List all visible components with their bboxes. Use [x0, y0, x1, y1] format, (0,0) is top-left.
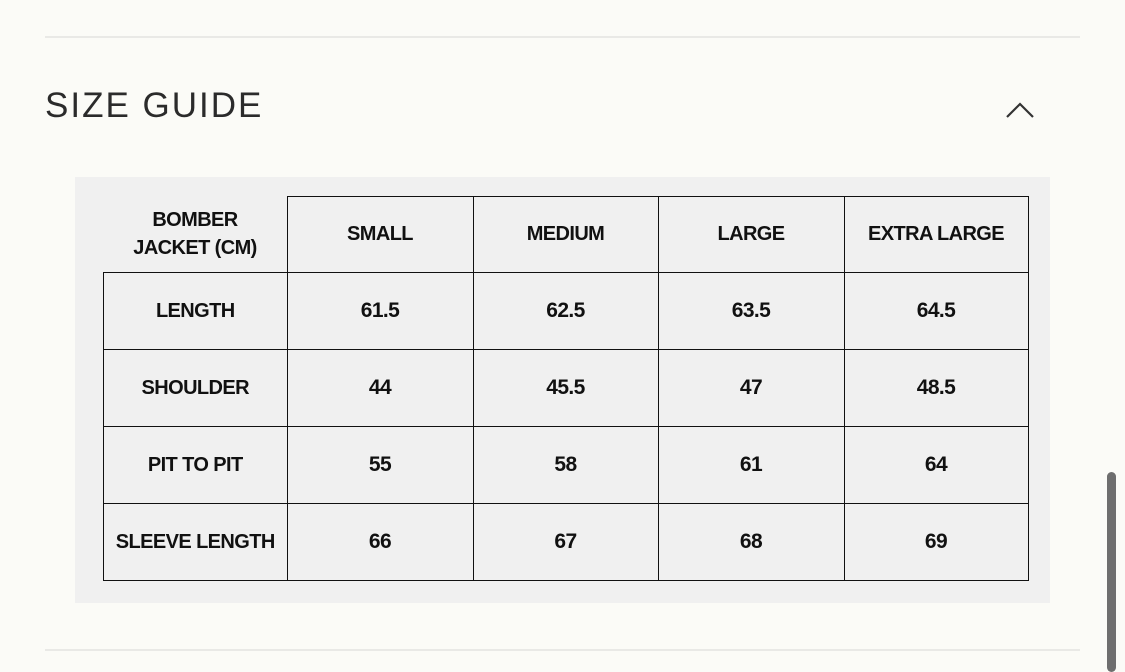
cell: 58 [472, 426, 659, 504]
header-row: BOMBER JACKET (CM) SMALL MEDIUM LARGE EXTRA … [103, 196, 1029, 273]
cell: 69 [843, 503, 1029, 581]
cell: 55 [286, 426, 474, 504]
cell: 67 [472, 503, 659, 581]
divider [45, 649, 1080, 651]
table-row: SHOULDER 44 45.5 47 48.5 [103, 349, 1029, 427]
cell: 62.5 [472, 272, 659, 350]
header-text: BOMBER JACKET (CM) [133, 209, 257, 260]
row-header: LENGTH [103, 272, 288, 350]
cell: 64 [843, 426, 1029, 504]
cell: 48.5 [843, 349, 1029, 427]
cell: 64.5 [843, 272, 1029, 350]
collapse-toggle[interactable] [1004, 100, 1036, 120]
row-header: PIT TO PIT [103, 426, 288, 504]
column-header: LARGE [657, 196, 845, 273]
corner-header: BOMBER JACKET (CM) [103, 196, 288, 273]
column-header: SMALL [286, 196, 474, 273]
cell: 68 [657, 503, 845, 581]
cell: 61 [657, 426, 845, 504]
chevron-icon [1006, 102, 1034, 118]
scrollbar[interactable] [1107, 472, 1116, 672]
section-title: SIZE GUIDE [45, 86, 264, 125]
column-header: EXTRA LARGE [843, 196, 1029, 273]
divider [45, 36, 1080, 38]
cell: 45.5 [472, 349, 659, 427]
cell: 63.5 [657, 272, 845, 350]
cell: 61.5 [286, 272, 474, 350]
cell: 44 [286, 349, 474, 427]
table-row: SLEEVE LENGTH 66 67 68 69 [103, 503, 1029, 581]
cell: 47 [657, 349, 845, 427]
size-chart-panel: BOMBER JACKET (CM) SMALL MEDIUM LARGE EXTRA … [75, 177, 1050, 603]
cell: 66 [286, 503, 474, 581]
size-table: BOMBER JACKET (CM) SMALL MEDIUM LARGE EXTRA … [103, 196, 1029, 581]
row-header: SHOULDER [103, 349, 288, 427]
row-header: SLEEVE LENGTH [103, 503, 288, 581]
table-row: LENGTH 61.5 62.5 63.5 64.5 [103, 272, 1029, 350]
table-row: PIT TO PIT 55 58 61 64 [103, 426, 1029, 504]
column-header: MEDIUM [472, 196, 659, 273]
